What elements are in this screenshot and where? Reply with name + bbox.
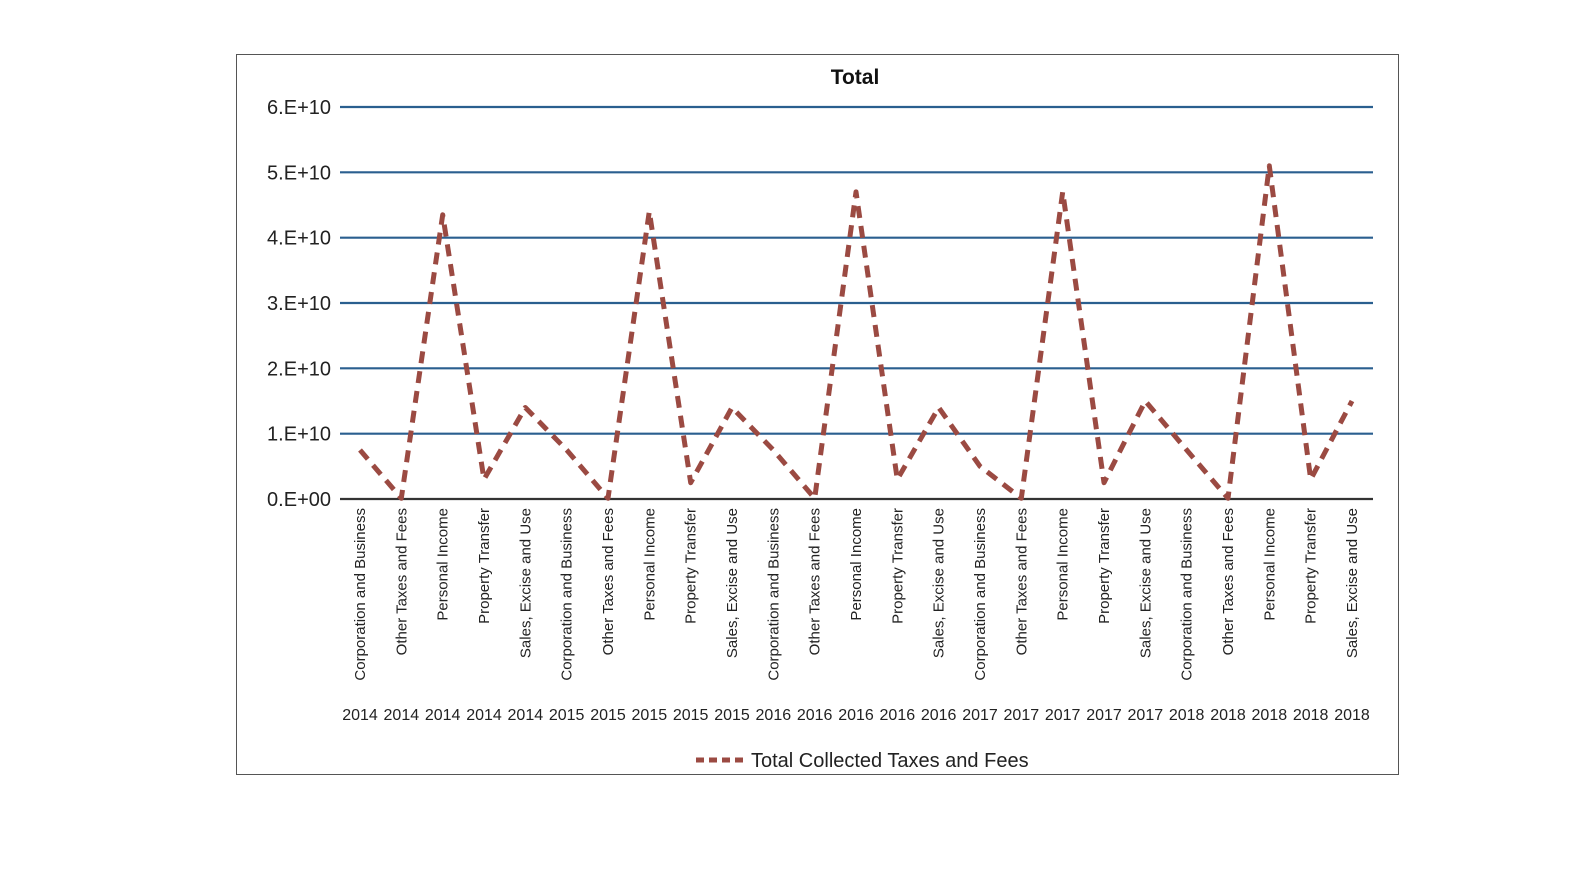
x-year-label: 2018 (1210, 707, 1246, 724)
y-tick-label: 1.E+10 (267, 424, 331, 446)
x-category-label: Corporation and Business (765, 508, 782, 681)
x-year-label: 2017 (1004, 707, 1040, 724)
x-year-label: 2015 (714, 707, 750, 724)
x-year-label: 2014 (466, 707, 502, 724)
legend-label: Total Collected Taxes and Fees (751, 750, 1029, 772)
x-year-label: 2014 (384, 707, 420, 724)
x-category-label: Personal Income (641, 508, 658, 621)
y-tick-label: 6.E+10 (267, 97, 331, 119)
x-year-label: 2016 (838, 707, 874, 724)
y-tick-label: 4.E+10 (267, 228, 331, 250)
y-axis-tick-labels: 0.E+00 1.E+10 2.E+10 3.E+10 4.E+10 5.E+10 6.E+… (267, 97, 331, 511)
x-year-label: 2015 (590, 707, 626, 724)
x-category-label: Other Taxes and Fees (393, 508, 410, 655)
x-category-label: Other Taxes and Fees (600, 508, 617, 655)
x-year-label: 2017 (1086, 707, 1122, 724)
y-tick-label: 0.E+00 (267, 489, 331, 511)
series-line (358, 163, 1355, 501)
x-category-label: Property Transfer (1303, 508, 1320, 624)
x-category-label: Sales, Excise and Use (724, 508, 741, 658)
x-category-label: Property Transfer (1096, 508, 1113, 624)
x-category-label: Sales, Excise and Use (1137, 508, 1154, 658)
legend: Total Collected Taxes and Fees (696, 750, 1029, 772)
x-year-label: 2014 (425, 707, 461, 724)
chart-frame (236, 54, 1399, 775)
x-year-label: 2016 (921, 707, 957, 724)
x-year-label: 2017 (962, 707, 998, 724)
x-category-label: Property Transfer (683, 508, 700, 624)
x-year-label: 2017 (1128, 707, 1164, 724)
x-category-label: Other Taxes and Fees (1013, 508, 1030, 655)
x-year-label: 2015 (549, 707, 585, 724)
x-category-label: Property Transfer (476, 508, 493, 624)
x-year-label: 2016 (797, 707, 833, 724)
x-category-label: Personal Income (848, 508, 865, 621)
x-category-label: Corporation and Business (972, 508, 989, 681)
x-year-label: 2018 (1293, 707, 1329, 724)
x-year-label: 2015 (632, 707, 668, 724)
grid-layer (340, 105, 1373, 501)
y-tick-label: 3.E+10 (267, 293, 331, 315)
x-category-label: Sales, Excise and Use (517, 508, 534, 658)
x-axis-year-labels: 2014 2014 2014 2014 2014 2015 2015 2015 2015 2015… (342, 707, 1370, 724)
x-category-label: Other Taxes and Fees (1220, 508, 1237, 655)
x-year-label: 2018 (1334, 707, 1370, 724)
y-tick-label: 5.E+10 (267, 162, 331, 184)
x-axis-category-labels: Corporation and Business Other Taxes and … (352, 508, 1361, 681)
x-year-label: 2016 (756, 707, 792, 724)
x-category-label: Corporation and Business (352, 508, 369, 681)
x-year-label: 2016 (880, 707, 916, 724)
x-category-label: Property Transfer (889, 508, 906, 624)
x-year-label: 2018 (1252, 707, 1288, 724)
y-tick-label: 2.E+10 (267, 358, 331, 380)
x-year-label: 2014 (342, 707, 378, 724)
x-year-label: 2014 (508, 707, 544, 724)
series-layer (358, 163, 1355, 501)
x-category-label: Personal Income (1261, 508, 1278, 621)
x-category-label: Corporation and Business (1179, 508, 1196, 681)
x-category-label: Corporation and Business (559, 508, 576, 681)
x-year-label: 2018 (1169, 707, 1205, 724)
x-category-label: Other Taxes and Fees (807, 508, 824, 655)
x-category-label: Personal Income (1055, 508, 1072, 621)
x-year-label: 2017 (1045, 707, 1081, 724)
chart-title: Total (831, 66, 880, 89)
x-category-label: Personal Income (435, 508, 452, 621)
x-category-label: Sales, Excise and Use (1344, 508, 1361, 658)
x-year-label: 2015 (673, 707, 709, 724)
x-category-label: Sales, Excise and Use (931, 508, 948, 658)
